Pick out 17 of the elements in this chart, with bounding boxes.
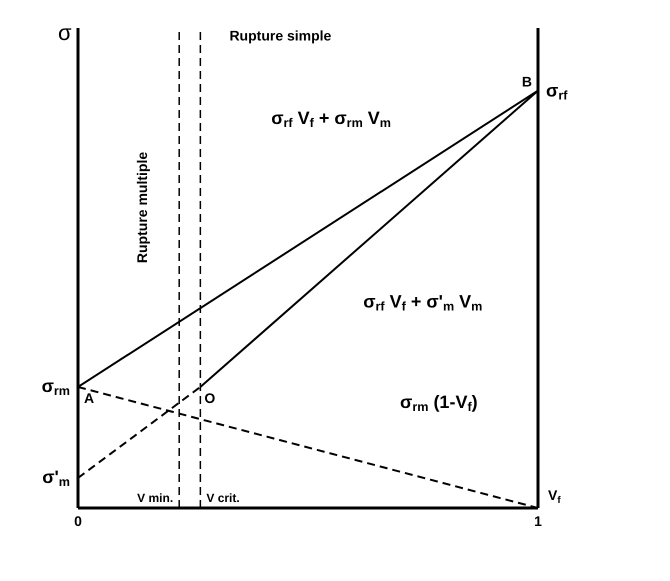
x-tick-label: 1	[534, 512, 542, 529]
annotation: Rupture multiple	[134, 152, 150, 264]
annotation: σ'$_{m}$	[42, 466, 70, 490]
ref-line-label: V min.	[137, 491, 174, 505]
ref-line-label: V crit.	[206, 491, 240, 505]
annotation: B	[522, 74, 532, 90]
annotation: σ$_{rm}$ (1-V$_{f}$)	[400, 392, 478, 414]
annotation: σ$_{rf}$ V$_{f}$ + σ'$_{m}$ V$_{m}$	[363, 292, 482, 314]
x-tick-label: 0	[74, 512, 82, 529]
y-axis-title: σ	[58, 20, 72, 45]
text: Rupture simple	[229, 28, 332, 44]
annotation: σ$_{rf}$	[546, 80, 568, 103]
annotation: O	[204, 390, 216, 406]
annotation: A	[84, 390, 94, 406]
x-axis-title: V$_{f}$	[548, 487, 562, 506]
annotation: σ$_{rf}$ V$_{f}$ + σ$_{rm}$ V$_{m}$	[271, 108, 392, 130]
annotation: σ$_{rm}$	[42, 376, 70, 398]
